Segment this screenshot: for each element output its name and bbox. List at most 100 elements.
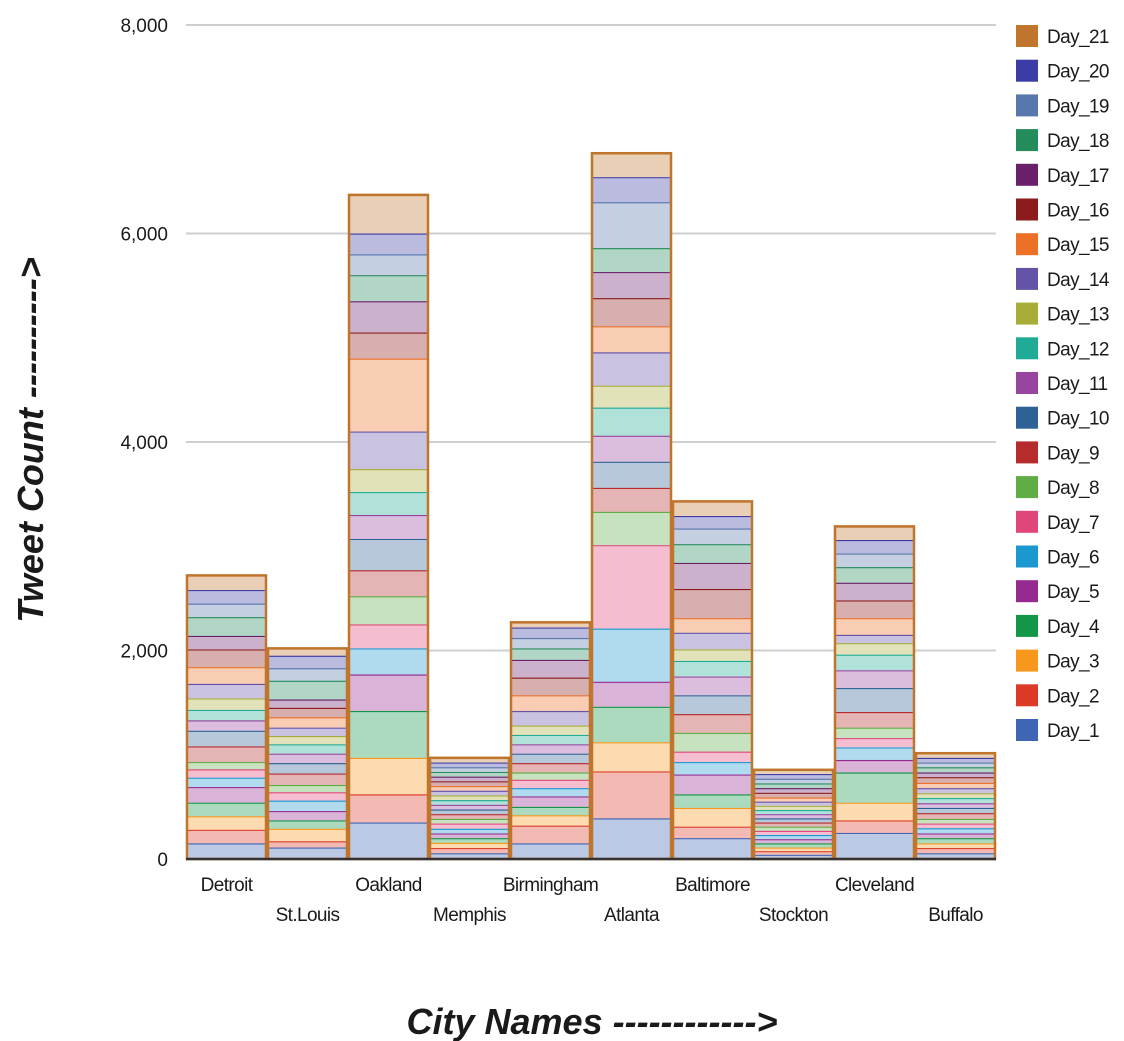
bar-segment-day-19 [915, 762, 996, 768]
bar-segment-day-15 [429, 786, 510, 791]
legend-swatch [1016, 94, 1038, 117]
legend-swatch [1016, 510, 1038, 533]
bar-segment-day-12 [267, 744, 348, 754]
bar-segment-day-1 [915, 853, 996, 859]
bar-segment-day-7 [591, 545, 672, 629]
bar-segment-day-14 [348, 431, 429, 470]
bar-segment-day-14 [510, 710, 591, 726]
bar-segment-day-19 [591, 202, 672, 249]
x-tick-label: Atlanta [604, 905, 660, 926]
bar-segment-day-18 [672, 544, 753, 563]
bar-segment-day-3 [348, 757, 429, 795]
bar-segment-day-11 [429, 804, 510, 810]
bar-stack-baltimore [671, 500, 754, 861]
bar-segment-day-11 [186, 720, 267, 731]
bar-segment-day-15 [348, 358, 429, 432]
bar-segment-day-21 [348, 194, 429, 234]
y-tick-label: 6,000 [120, 225, 168, 246]
bar-segment-day-21 [915, 753, 996, 758]
legend-item: Day_8 [1016, 476, 1100, 499]
legend-swatch [1016, 649, 1038, 672]
legend-label: Day_20 [1047, 62, 1109, 83]
legend-swatch [1016, 337, 1038, 360]
legend-item: Day_9 [1016, 441, 1100, 464]
bar-segment-day-7 [915, 823, 996, 829]
legend-swatch [1016, 267, 1038, 290]
bar-segment-day-1 [429, 853, 510, 859]
legend-swatch [1016, 406, 1038, 429]
legend-item: Day_20 [1016, 59, 1110, 83]
bar-segment-day-21 [672, 501, 753, 517]
bar-segment-day-13 [186, 698, 267, 710]
bar-segment-day-9 [429, 814, 510, 819]
bar-segment-day-20 [429, 762, 510, 768]
bar-segment-day-7 [510, 779, 591, 789]
bar-segment-day-16 [672, 588, 753, 619]
bar-segment-day-8 [429, 818, 510, 824]
bar-segment-day-20 [834, 539, 915, 554]
bar-segment-day-4 [753, 843, 834, 848]
bar-segment-day-12 [348, 492, 429, 515]
bar-segment-day-14 [834, 634, 915, 644]
x-tick-label: St.Louis [276, 905, 340, 926]
bar-segment-day-4 [915, 838, 996, 844]
legend-label: Day_8 [1047, 478, 1099, 499]
bar-stack-atlanta [590, 151, 673, 861]
bar-segment-day-16 [267, 707, 348, 718]
bar-segment-day-4 [591, 706, 672, 743]
legend-swatch [1016, 25, 1038, 47]
bars [185, 151, 997, 861]
bar-segment-day-11 [267, 753, 348, 764]
bar-segment-day-17 [753, 788, 834, 793]
bar-segment-day-1 [348, 822, 429, 859]
bar-segment-day-12 [186, 709, 267, 721]
bar-segment-day-17 [429, 776, 510, 782]
legend-item: Day_1 [1016, 719, 1100, 742]
bar-segment-day-17 [267, 699, 348, 708]
legend-label: Day_7 [1047, 513, 1099, 534]
bar-segment-day-4 [672, 794, 753, 808]
bar-stack-birmingham [509, 621, 592, 861]
bar-segment-day-3 [753, 847, 834, 852]
bar-segment-day-9 [267, 773, 348, 785]
bar-segment-day-14 [267, 727, 348, 736]
x-axis-categories: Detroit St.Louis Oakland Memphis Birmingham A… [201, 875, 984, 926]
bar-segment-day-9 [348, 570, 429, 597]
legend-label: Day_21 [1047, 27, 1109, 48]
bar-segment-day-8 [753, 826, 834, 831]
bar-segment-day-7 [429, 823, 510, 829]
bar-segment-day-2 [672, 826, 753, 839]
bar-segment-day-14 [672, 632, 753, 650]
legend-swatch [1016, 580, 1038, 603]
bar-segment-day-5 [348, 674, 429, 711]
bar-segment-day-8 [834, 727, 915, 739]
bar-segment-day-5 [591, 681, 672, 707]
bar-segment-day-21 [591, 153, 672, 178]
bar-segment-day-6 [267, 800, 348, 812]
legend-item: Day_14 [1016, 267, 1111, 291]
bar-segment-day-14 [429, 790, 510, 796]
bar-segment-day-8 [915, 818, 996, 824]
bar-segment-day-18 [267, 680, 348, 700]
bar-segment-day-13 [753, 805, 834, 811]
legend-swatch [1016, 198, 1038, 221]
bar-segment-day-10 [510, 753, 591, 764]
bar-segment-day-5 [186, 787, 267, 803]
bar-segment-day-9 [834, 712, 915, 728]
legend-item: Day_10 [1016, 406, 1110, 430]
legend-swatch [1016, 684, 1038, 707]
bar-segment-day-5 [267, 811, 348, 821]
legend-label: Day_3 [1047, 652, 1099, 673]
bar-segment-day-6 [753, 835, 834, 840]
bar-segment-day-16 [348, 332, 429, 359]
legend-label: Day_19 [1047, 96, 1109, 117]
y-tick-label: 0 [157, 850, 168, 871]
bar-segment-day-7 [672, 751, 753, 763]
bar-segment-day-9 [672, 714, 753, 733]
legend-swatch [1016, 59, 1038, 82]
legend-item: Day_11 [1016, 372, 1108, 395]
y-tick-label: 8,000 [120, 16, 168, 37]
bar-segment-day-15 [510, 695, 591, 711]
bar-segment-day-20 [267, 655, 348, 669]
